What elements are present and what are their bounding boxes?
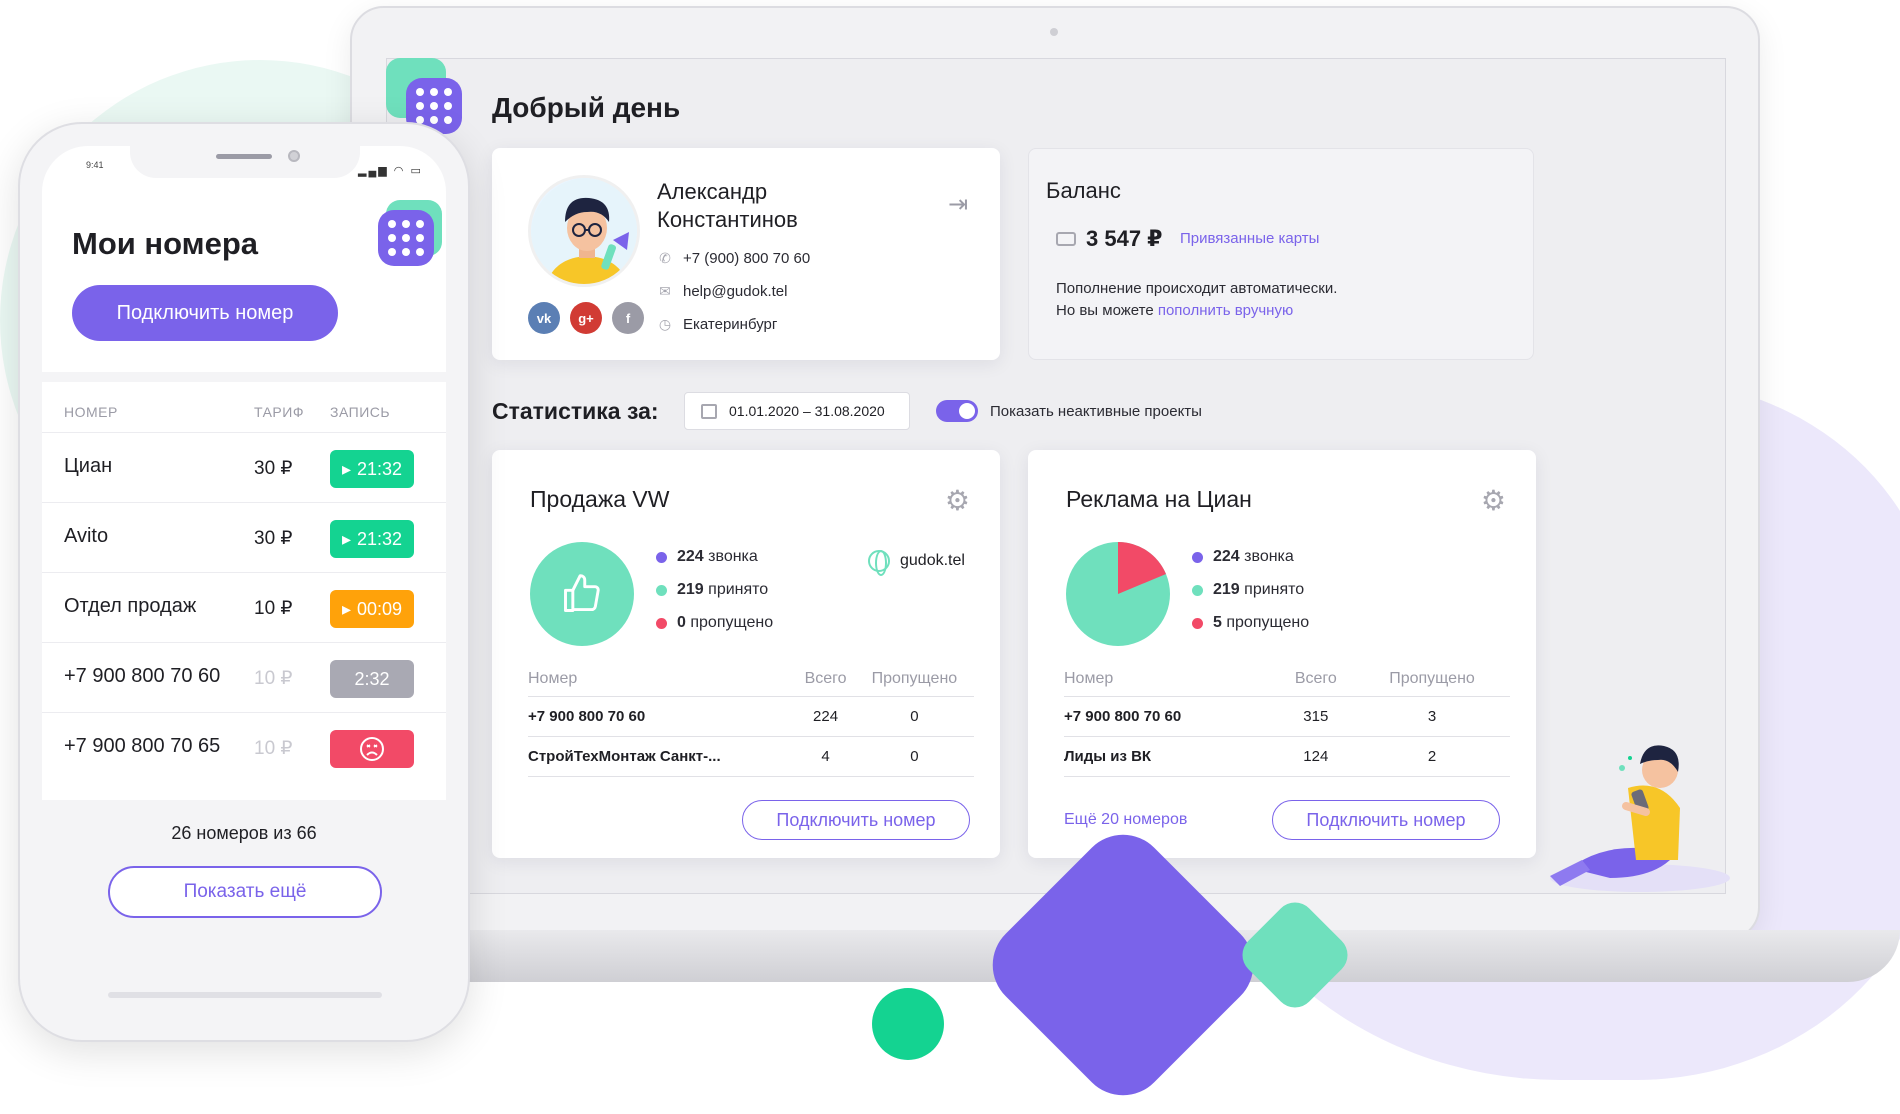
project-site[interactable]: gudok.tel bbox=[868, 550, 965, 576]
show-more-button[interactable]: Показать ещё bbox=[108, 866, 382, 918]
balance-amount: 3 547 ₽ bbox=[1056, 226, 1162, 252]
inactive-projects-toggle[interactable] bbox=[936, 400, 978, 422]
top-up-manually-link[interactable]: пополнить вручную bbox=[1157, 302, 1294, 319]
legend-missed: 5 пропущено bbox=[1192, 614, 1309, 632]
legend-accepted: 219 принято bbox=[656, 581, 768, 599]
dot-red-icon bbox=[1192, 617, 1203, 629]
play-icon: ▸ bbox=[341, 598, 351, 619]
facebook-icon[interactable]: f bbox=[612, 302, 644, 334]
social-links: vk g+ f bbox=[528, 302, 644, 334]
dot-mint-icon bbox=[1192, 584, 1203, 596]
calls-pie-chart bbox=[1066, 542, 1170, 646]
project-card-cian: Реклама на Циан ⚙ 224 звонка 219 принято… bbox=[1028, 450, 1536, 858]
legend-calls: 224 звонка bbox=[656, 548, 758, 566]
numbers-table-header: НОМЕР ТАРИФ ЗАПИСЬ bbox=[42, 372, 446, 432]
list-item[interactable]: Циан 30 ₽ ▸ 21:32 bbox=[42, 432, 446, 502]
status-icons: ▂▄▆ ◠ ▭ bbox=[358, 164, 423, 177]
play-icon: ▸ bbox=[341, 458, 351, 479]
balance-note: Пополнение происходит автоматически. Но … bbox=[1056, 280, 1338, 319]
wifi-icon: ◠ bbox=[393, 165, 406, 177]
gear-icon[interactable]: ⚙ bbox=[944, 485, 970, 516]
list-item[interactable]: +7 900 800 70 65 10 ₽ bbox=[42, 712, 446, 782]
project-numbers-table: Номер Всего Пропущено +7 900 800 70 60 2… bbox=[528, 662, 974, 777]
project-numbers-table: Номер Всего Пропущено +7 900 800 70 60 3… bbox=[1064, 662, 1510, 777]
dot-purple-icon bbox=[1192, 551, 1203, 563]
logout-icon[interactable]: ⇥ bbox=[948, 191, 969, 218]
record-play-button[interactable]: ▸ 00:09 bbox=[330, 590, 414, 628]
record-play-button[interactable]: ▸ 21:32 bbox=[330, 450, 414, 488]
phone-camera bbox=[288, 150, 300, 162]
balance-title: Баланс bbox=[1046, 178, 1121, 203]
thumbs-up-icon bbox=[530, 542, 634, 646]
profile-phone: ✆ +7 (900) 800 70 60 bbox=[657, 250, 810, 267]
gear-icon[interactable]: ⚙ bbox=[1480, 485, 1506, 516]
sad-face-icon bbox=[360, 737, 384, 761]
table-row[interactable]: СтройТехМонтаж Санкт-... 4 0 bbox=[528, 736, 974, 777]
more-numbers-link[interactable]: Ещё 20 номеров bbox=[1064, 811, 1188, 828]
phone-page-title: Мои номера bbox=[72, 226, 259, 261]
google-plus-icon[interactable]: g+ bbox=[570, 302, 602, 334]
list-item[interactable]: +7 900 800 70 60 10 ₽ 2:32 bbox=[42, 642, 446, 712]
record-inactive-button[interactable]: 2:32 bbox=[330, 660, 414, 698]
phone-icon: ✆ bbox=[659, 250, 671, 266]
stats-label: Статистика за: bbox=[492, 398, 659, 424]
apps-menu-button[interactable] bbox=[378, 210, 434, 266]
phone-notch bbox=[130, 146, 360, 178]
battery-icon: ▭ bbox=[410, 165, 423, 177]
connect-number-button[interactable]: Подключить номер bbox=[742, 800, 970, 840]
record-play-button[interactable]: ▸ 21:32 bbox=[330, 520, 414, 558]
status-time: 9:41 bbox=[86, 160, 104, 170]
vk-icon[interactable]: vk bbox=[528, 302, 560, 334]
dot-mint-icon bbox=[656, 584, 667, 596]
globe-icon bbox=[868, 550, 890, 576]
record-error-button[interactable] bbox=[330, 730, 414, 768]
legend-calls: 224 звонка bbox=[1192, 548, 1294, 566]
profile-name: Александр Константинов bbox=[657, 179, 798, 232]
linked-cards-link[interactable]: Привязанные карты bbox=[1180, 230, 1320, 247]
project-title: Продажа VW bbox=[530, 486, 670, 512]
avatar-illustration-icon bbox=[531, 178, 637, 284]
signal-icon: ▂▄▆ bbox=[358, 165, 389, 177]
profile-email: ✉ help@gudok.tel bbox=[657, 283, 787, 300]
clock-icon: ◷ bbox=[658, 316, 672, 332]
play-icon: ▸ bbox=[341, 528, 351, 549]
balance-card bbox=[1028, 148, 1534, 360]
connect-number-button[interactable]: Подключить номер bbox=[1272, 800, 1500, 840]
table-row[interactable]: +7 900 800 70 60 315 3 bbox=[1064, 696, 1510, 737]
mail-icon: ✉ bbox=[659, 283, 671, 299]
dot-purple-icon bbox=[656, 551, 667, 563]
list-item[interactable]: Отдел продаж 10 ₽ ▸ 00:09 bbox=[42, 572, 446, 642]
connect-number-button[interactable]: Подключить номер bbox=[72, 285, 338, 341]
list-item[interactable]: Avito 30 ₽ ▸ 21:32 bbox=[42, 502, 446, 572]
dot-red-icon bbox=[656, 617, 667, 629]
laptop-camera bbox=[1050, 28, 1058, 36]
date-range-picker[interactable]: 01.01.2020 – 31.08.2020 bbox=[684, 392, 910, 430]
phone-speaker bbox=[216, 154, 272, 159]
calendar-icon bbox=[701, 403, 717, 419]
pie-slice-missed bbox=[1118, 542, 1166, 594]
credit-card-icon bbox=[1056, 232, 1076, 246]
project-title: Реклама на Циан bbox=[1066, 486, 1252, 512]
table-row[interactable]: Лиды из ВК 124 2 bbox=[1064, 736, 1510, 777]
page-title: Добрый день bbox=[492, 92, 681, 123]
legend-missed: 0 пропущено bbox=[656, 614, 773, 632]
numbers-count: 26 номеров из 66 bbox=[171, 823, 317, 843]
profile-city: ◷ Екатеринбург bbox=[658, 316, 778, 333]
table-row[interactable]: +7 900 800 70 60 224 0 bbox=[528, 696, 974, 737]
avatar[interactable] bbox=[528, 175, 640, 287]
person-with-phone-illustration-icon bbox=[1550, 745, 1730, 892]
home-indicator[interactable] bbox=[108, 992, 382, 998]
decor-circle-green bbox=[872, 988, 944, 1060]
project-card-vw: Продажа VW ⚙ 224 звонка 219 принято 0 пр… bbox=[492, 450, 1000, 858]
inactive-projects-label: Показать неактивные проекты bbox=[990, 403, 1202, 420]
legend-accepted: 219 принято bbox=[1192, 581, 1304, 599]
